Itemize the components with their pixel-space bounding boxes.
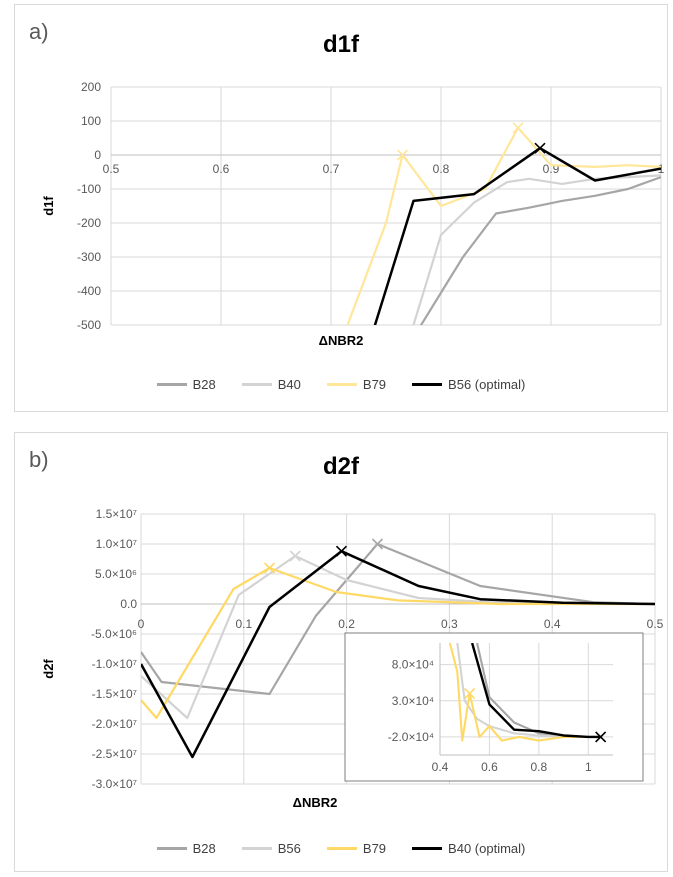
inset-series-group [448, 643, 601, 742]
series-line-b28 [419, 176, 661, 325]
inset-y-tick-label: -2.0×10⁴ [388, 730, 434, 744]
panel-b: b) d2f 1.5×10⁷ 1.0×10⁷ 5.0×10⁶ 0.0 -5.0×10⁶ -… [14, 432, 668, 872]
legend-label: B79 [362, 377, 387, 392]
x-marker [464, 688, 476, 700]
x-tick-label: 1 [658, 162, 665, 176]
legend-item: B56 [241, 841, 301, 856]
inset-x-tick-label: 0.8 [531, 760, 548, 774]
panel-a: a) d1f 200 100 0 -100 -200 -300 -400 -500 0.5 0.6… [14, 4, 668, 412]
chart-b-legend: B28 B56 B79 B40 (optimal) [15, 841, 667, 856]
legend-label: B56 (optimal) [448, 377, 526, 392]
y-tick-label: -1.5×10⁷ [92, 687, 137, 701]
x-marker [534, 142, 546, 154]
y-tick-label: -2.0×10⁷ [92, 717, 137, 731]
x-marker [263, 562, 276, 574]
inset-series-line-b79 [448, 643, 589, 742]
series-group [141, 542, 655, 759]
series-group [346, 126, 661, 325]
y-axis-label: d2f [41, 659, 56, 679]
legend-item: B56 (optimal) [412, 377, 525, 392]
legend-label: B40 [277, 377, 301, 392]
legend-item: B40 (optimal) [412, 841, 525, 856]
inset-x-tick-label: 0.6 [481, 760, 498, 774]
series-line-b56 [373, 146, 661, 325]
inset-x-tick-label: 1 [585, 760, 592, 774]
legend-swatch [326, 847, 357, 850]
y-tick-label: -1.0×10⁷ [92, 657, 137, 671]
x-tick-label: 0.8 [433, 162, 450, 176]
inset-y-tick-label: 3.0×10⁴ [392, 694, 434, 708]
y-tick-label: 5.0×10⁶ [95, 567, 137, 581]
y-tick-label: 0.0 [120, 597, 137, 611]
panel-label: b) [29, 447, 49, 472]
y-tick-label: 1.0×10⁷ [96, 537, 137, 551]
legend-swatch [156, 847, 187, 850]
x-marker [396, 149, 409, 161]
x-tick-label: 0.2 [338, 617, 355, 631]
x-axis-label: ΔNBR2 [319, 333, 364, 348]
inset-y-tick-label: 8.0×10⁴ [392, 658, 434, 672]
legend-swatch [156, 383, 187, 386]
x-marker [595, 731, 607, 743]
y-tick-label: 100 [81, 114, 101, 128]
legend-item: B79 [326, 841, 387, 856]
legend-swatch [241, 847, 272, 850]
x-tick-label: 0 [138, 617, 145, 631]
legend-label: B79 [362, 841, 387, 856]
y-tick-label: -2.5×10⁷ [92, 747, 137, 761]
x-tick-label: 0.7 [323, 162, 340, 176]
chart-a-legend: B28 B40 B79 B56 (optimal) [15, 377, 667, 392]
series-line-b40 [141, 549, 655, 759]
legend-item: B28 [156, 377, 216, 392]
legend-swatch [412, 847, 443, 850]
inset-frame [344, 632, 644, 782]
x-tick-label: 0.1 [235, 617, 252, 631]
legend-label: B40 (optimal) [448, 841, 526, 856]
inset-chart: 8.0×10⁴ 3.0×10⁴ -2.0×10⁴ 0.4 0.6 0.8 1 [344, 632, 644, 782]
y-tick-label: 1.5×10⁷ [96, 507, 137, 521]
x-axis-label: ΔNBR2 [293, 795, 338, 810]
panel-label: a) [29, 19, 49, 44]
chart-title: d1f [323, 31, 359, 58]
inset-series-line-b40 [470, 643, 601, 739]
legend-label: B56 [277, 841, 301, 856]
x-tick-label: 0.6 [213, 162, 230, 176]
x-tick-label: 0.5 [103, 162, 120, 176]
y-tick-label: 0 [94, 148, 101, 162]
y-tick-label: -100 [77, 182, 101, 196]
y-tick-label: -3.0×10⁷ [92, 777, 137, 791]
y-tick-label: -400 [77, 284, 101, 298]
x-tick-label: 0.5 [647, 617, 664, 631]
legend-swatch [412, 383, 443, 386]
y-tick-label: -200 [77, 216, 101, 230]
chart-title: d2f [323, 453, 359, 480]
legend-swatch [241, 383, 272, 386]
chart-b-plot: 1.5×10⁷ 1.0×10⁷ 5.0×10⁶ 0.0 -5.0×10⁶ -1.0×10⁷… [41, 507, 664, 810]
x-tick-label: 0.4 [544, 617, 561, 631]
x-marker [335, 545, 348, 557]
series-line-b79 [346, 126, 661, 325]
legend-swatch [326, 383, 357, 386]
x-tick-label: 0.3 [441, 617, 458, 631]
legend-label: B28 [192, 377, 216, 392]
y-axis-label: d1f [41, 196, 56, 216]
legend-item: B79 [326, 377, 387, 392]
y-tick-label: 200 [81, 80, 101, 94]
legend-item: B40 [241, 377, 301, 392]
x-marker [289, 550, 301, 562]
inset-x-tick-label: 0.4 [432, 760, 449, 774]
y-tick-label: -5.0×10⁶ [91, 627, 137, 641]
y-tick-label: -500 [77, 318, 101, 332]
x-marker [512, 122, 524, 134]
y-tick-label: -300 [77, 250, 101, 264]
legend-label: B28 [192, 841, 216, 856]
x-marker [371, 538, 384, 550]
legend-item: B28 [156, 841, 216, 856]
